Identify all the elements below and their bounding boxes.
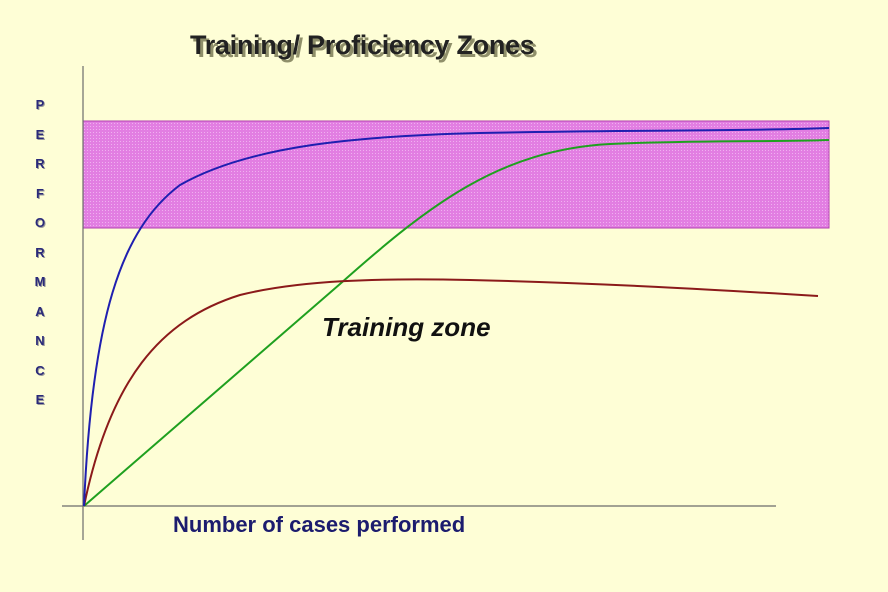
y-axis-letter: N bbox=[35, 333, 45, 348]
y-axis-letter: M bbox=[34, 274, 46, 289]
y-axis-letter: O bbox=[34, 215, 46, 230]
y-axis-letter: E bbox=[35, 392, 45, 407]
y-axis-letter: C bbox=[35, 362, 45, 378]
y-axis-letter: R bbox=[35, 244, 45, 260]
x-axis-label: Number of cases performed bbox=[173, 512, 466, 537]
red-curve bbox=[83, 278, 819, 507]
y-axis-letter: R bbox=[35, 156, 45, 171]
blue-curve bbox=[83, 127, 830, 507]
slide-title: Training/ Proficiency Zones bbox=[190, 30, 535, 60]
y-axis-letter: F bbox=[36, 185, 44, 201]
y-axis-letter: P bbox=[35, 97, 45, 112]
y-axis-label: P E R F O R M A N C E bbox=[30, 96, 50, 421]
y-axis-letter: A bbox=[35, 303, 45, 319]
y-axis-letter: E bbox=[35, 126, 45, 142]
proficiency-zone-band bbox=[82, 120, 830, 229]
green-curve bbox=[83, 139, 830, 507]
training-zone-label: Training zone bbox=[322, 312, 491, 342]
